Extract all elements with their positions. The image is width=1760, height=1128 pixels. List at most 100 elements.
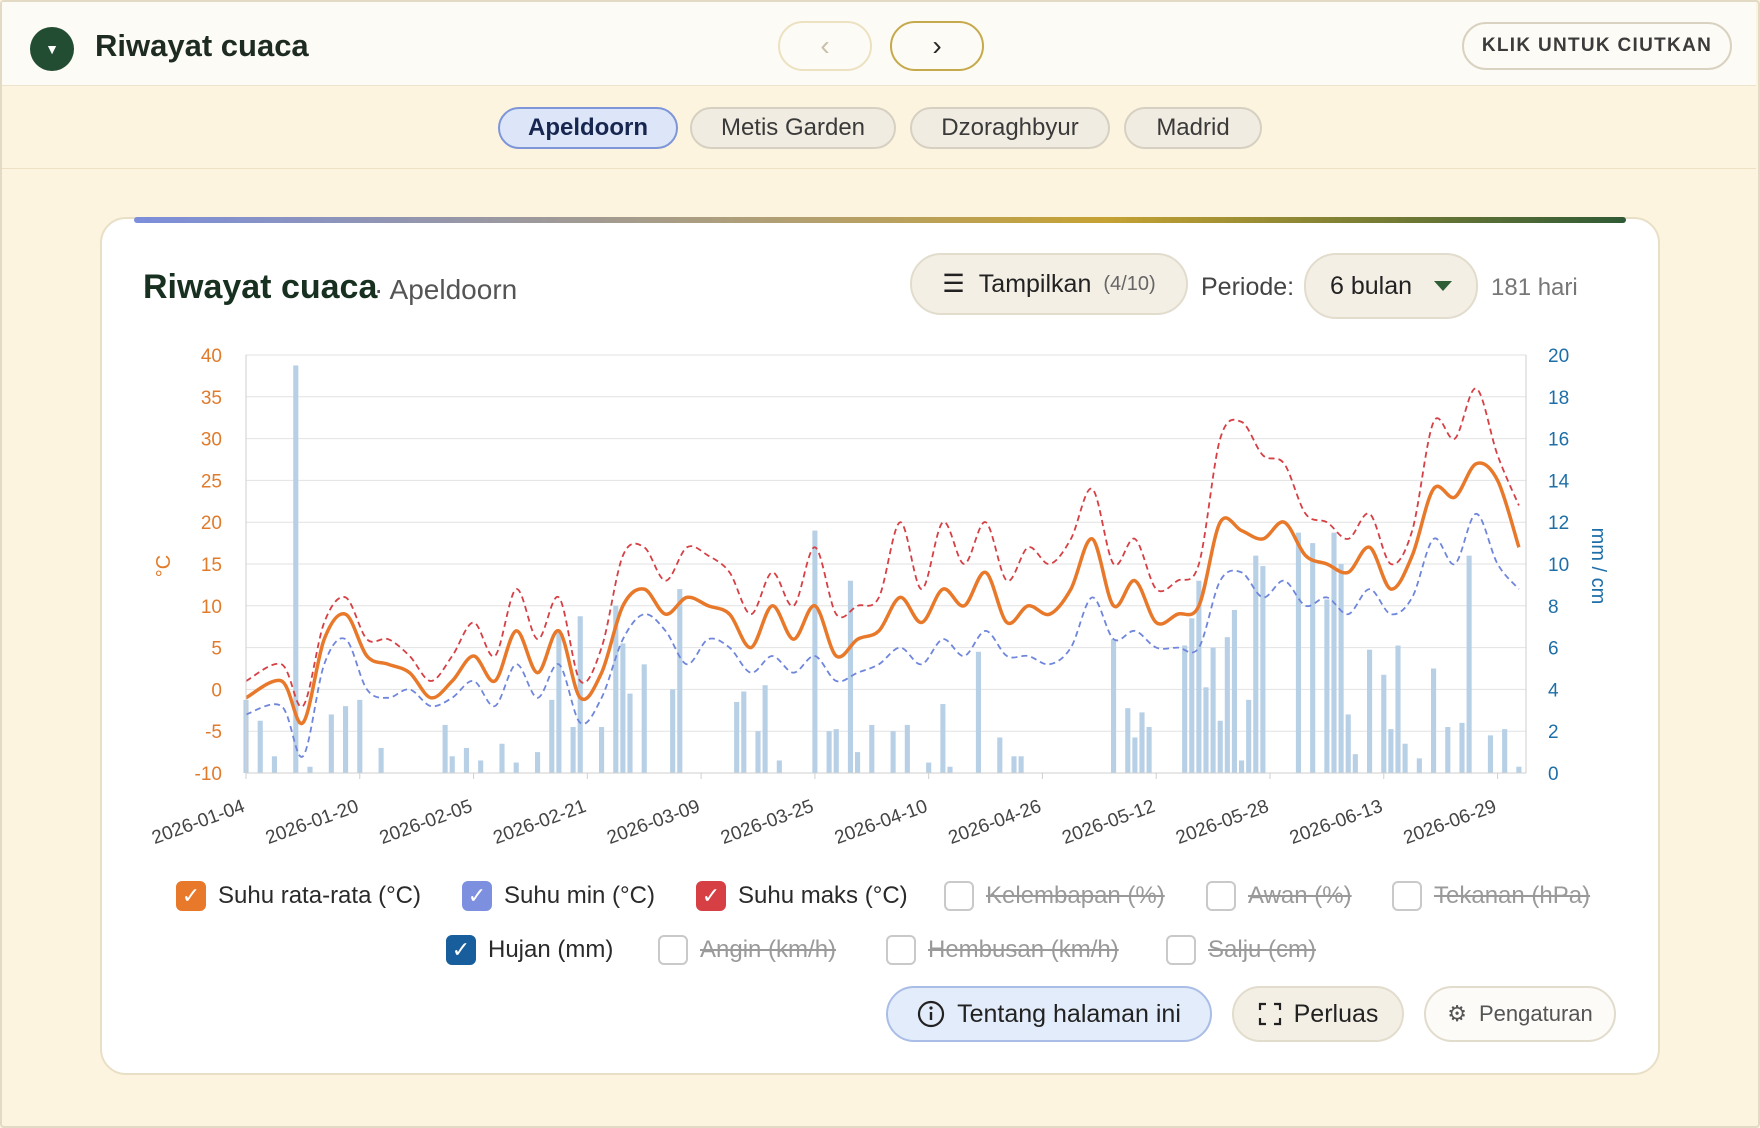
rain-bar [904, 724, 910, 773]
x-tick-label: 2026-04-26 [946, 796, 1045, 849]
legend-gust[interactable]: Hembusan (km/h) [886, 934, 1119, 966]
card-accent-bar [134, 217, 1626, 223]
rain-bar [1430, 668, 1437, 773]
tab-dzoraghbyur[interactable]: Dzoraghbyur [910, 107, 1110, 149]
rain-bar [598, 727, 605, 773]
y-tick-label: 10 [201, 597, 222, 618]
rain-bar [513, 762, 519, 773]
y-tick-label: 40 [201, 346, 222, 367]
checkbox-icon [1392, 881, 1422, 911]
legend-pressure[interactable]: Tekanan (hPa) [1392, 880, 1590, 912]
gear-icon: ⚙ [1447, 1001, 1467, 1026]
rain-bar [1246, 699, 1252, 773]
legend-label: Hembusan (km/h) [928, 936, 1119, 963]
legend-cloud[interactable]: Awan (%) [1206, 880, 1352, 912]
next-button[interactable]: › [890, 21, 984, 71]
rain-bar [1388, 729, 1394, 773]
y-tick-label: 20 [201, 513, 222, 534]
checkbox-icon [1206, 881, 1236, 911]
rain-bar [1345, 714, 1351, 773]
y-tick-label: 15 [201, 555, 222, 576]
rain-bar [1217, 720, 1223, 773]
checkbox-icon: ✓ [446, 935, 476, 965]
triangle-down-icon[interactable]: ▼ [30, 27, 74, 71]
rain-bar [677, 589, 683, 773]
y2-tick-label: 0 [1548, 764, 1559, 785]
rain-bar [1238, 760, 1245, 773]
rain-bar [307, 766, 313, 773]
tab-apeldoorn[interactable]: Apeldoorn [498, 107, 678, 149]
rain-bar [1011, 756, 1017, 773]
rain-bar [1231, 609, 1238, 773]
y2-tick-label: 10 [1548, 555, 1569, 576]
rain-bar [271, 756, 278, 773]
legend-rain[interactable]: ✓ Hujan (mm) [446, 934, 613, 966]
rain-bar [854, 752, 861, 773]
legend-avg-temp[interactable]: ✓ Suhu rata-rata (°C) [176, 880, 421, 912]
rain-bar [1260, 566, 1266, 773]
y-tick-label: -10 [195, 764, 222, 785]
rain-bar [826, 731, 832, 773]
rain-bar [378, 747, 384, 773]
rain-bar [293, 365, 299, 773]
rain-bar [627, 693, 633, 773]
rain-bar [1210, 647, 1216, 773]
rain-bar [257, 720, 263, 773]
tab-madrid[interactable]: Madrid [1124, 107, 1262, 149]
rain-bar [1253, 555, 1259, 773]
x-tick-label: 2026-05-12 [1059, 796, 1158, 849]
widget-header: ▼ Riwayat cuaca ‹ › KLIK UNTUK CIUTKAN [2, 2, 1756, 86]
rain-bar [1196, 580, 1202, 773]
tab-metis-garden[interactable]: Metis Garden [690, 107, 896, 149]
rain-bar [1224, 637, 1230, 773]
rain-bars [243, 365, 1522, 773]
rain-bar [357, 699, 363, 773]
rain-bar [478, 760, 484, 773]
legend-label: Suhu rata-rata (°C) [218, 882, 422, 909]
rain-bar [1146, 727, 1152, 773]
y2-tick-label: 20 [1548, 346, 1569, 367]
legend-humidity[interactable]: Kelembapan (%) [944, 880, 1165, 912]
chevron-left-icon: ‹ [820, 30, 830, 61]
rain-bar [755, 731, 761, 773]
show-count: (4/10) [1103, 272, 1156, 295]
rain-bar [342, 706, 349, 773]
rain-bar [449, 756, 455, 773]
show-series-button[interactable]: ☰ Tampilkan (4/10) [910, 253, 1188, 315]
legend-snow[interactable]: Salju (cm) [1166, 934, 1316, 966]
rain-bar [762, 685, 768, 773]
y-tick-label: 30 [201, 430, 222, 451]
legend-label: Salju (cm) [1208, 936, 1317, 963]
about-button[interactable]: Tentang halaman ini [886, 986, 1212, 1042]
legend-max-temp[interactable]: ✓ Suhu maks (°C) [696, 880, 908, 912]
y2-tick-label: 12 [1548, 513, 1569, 534]
rain-bar [1324, 599, 1330, 773]
period-select[interactable]: 6 bulan [1304, 253, 1478, 319]
x-tick-label: 2026-02-05 [377, 796, 476, 849]
collapse-button[interactable]: KLIK UNTUK CIUTKAN [1462, 22, 1732, 70]
menu-icon: ☰ [942, 270, 965, 298]
y2-tick-label: 18 [1548, 388, 1569, 409]
rain-bar [1189, 618, 1195, 773]
rain-bar [556, 630, 562, 773]
rain-bar [776, 760, 782, 773]
rain-bar [1125, 708, 1131, 773]
settings-button[interactable]: ⚙ Pengaturan [1424, 986, 1616, 1042]
rain-bar [1466, 555, 1472, 773]
x-tick-label: 2026-03-09 [604, 796, 703, 849]
previous-button[interactable]: ‹ [778, 21, 872, 71]
rain-bar [328, 714, 334, 773]
rain-bar [641, 664, 647, 773]
rain-bar [1331, 532, 1337, 773]
legend-min-temp[interactable]: ✓ Suhu min (°C) [462, 880, 655, 912]
rain-bar [620, 643, 626, 773]
checkbox-icon [658, 935, 688, 965]
expand-button[interactable]: Perluas [1232, 986, 1404, 1042]
rain-bar [1366, 649, 1373, 773]
rain-bar [890, 731, 896, 773]
rain-bar [1352, 754, 1358, 773]
settings-label: Pengaturan [1478, 1001, 1593, 1026]
rain-bar [442, 724, 448, 773]
legend-wind[interactable]: Angin (km/h) [658, 934, 836, 966]
